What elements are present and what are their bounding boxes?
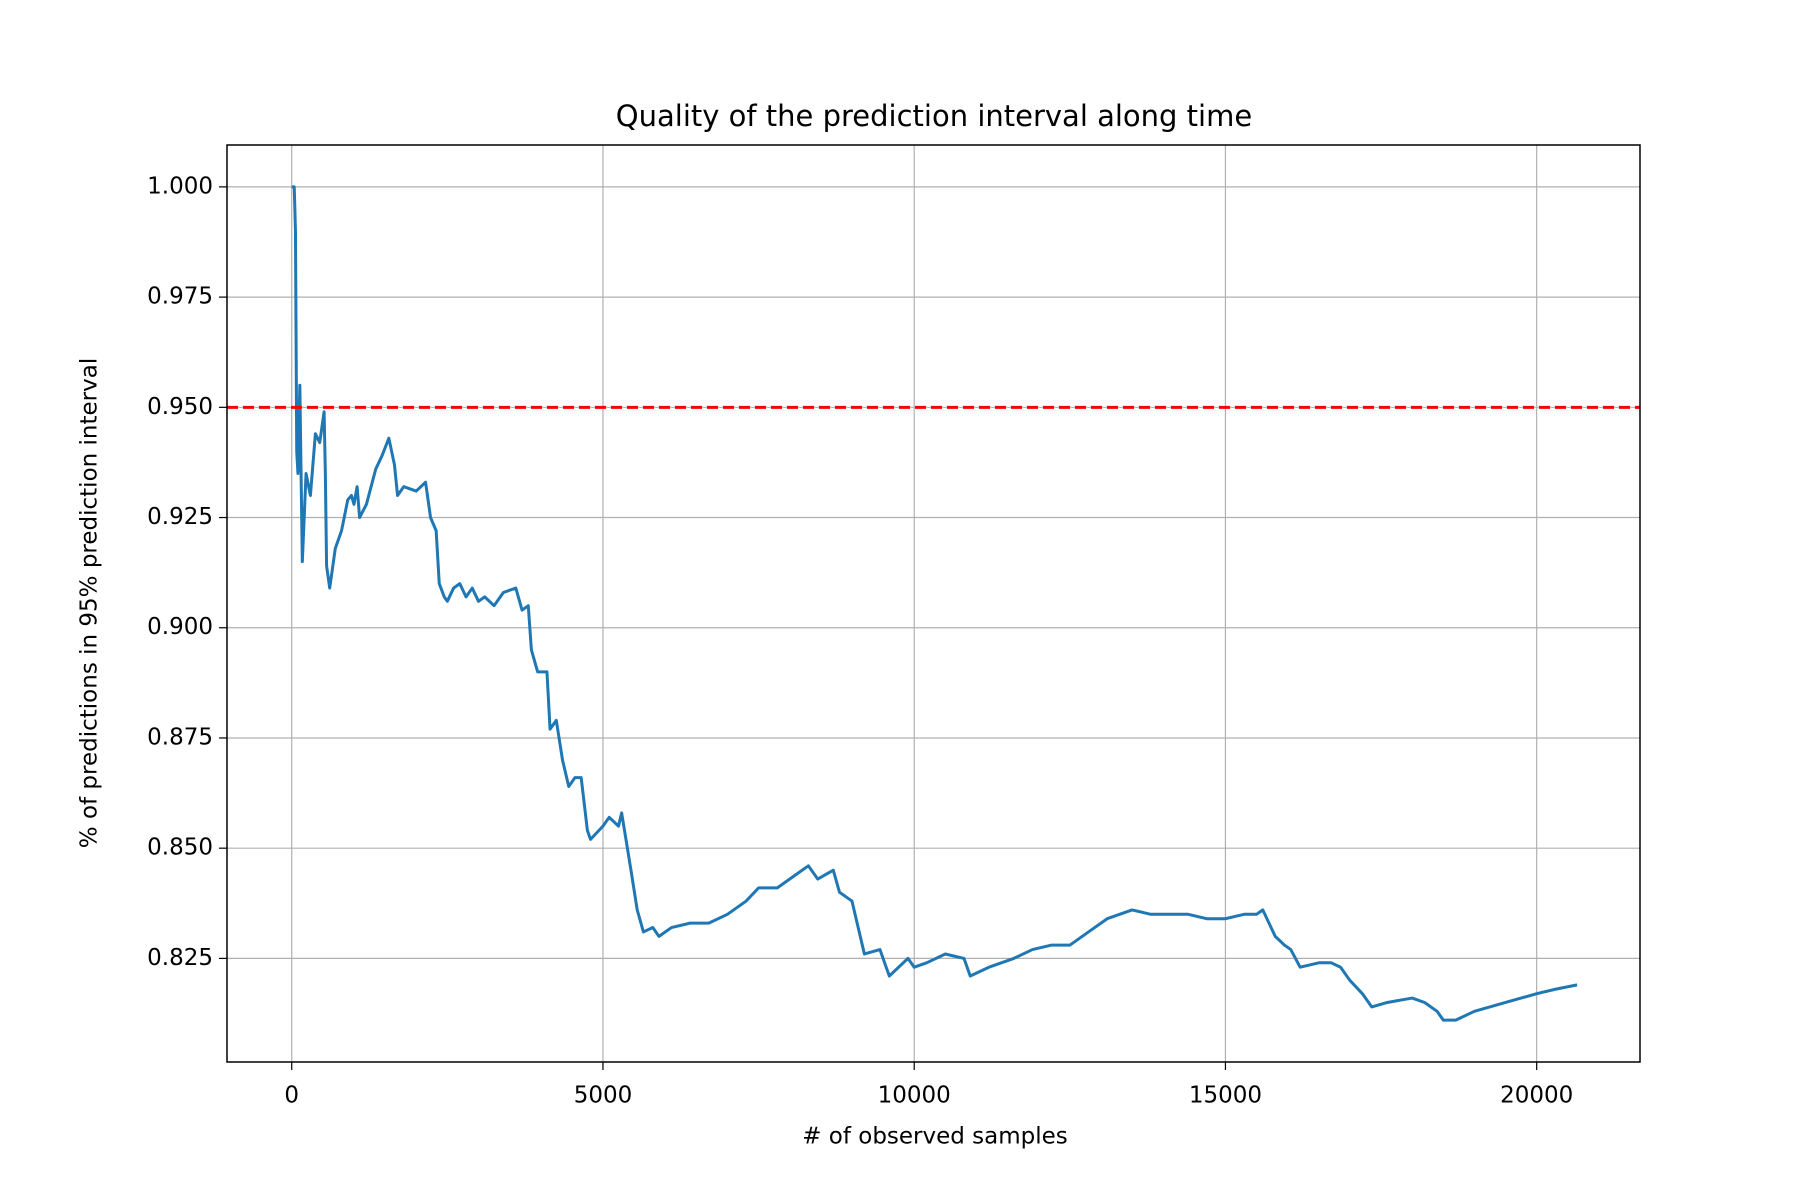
y-tick-label: 0.875 [147,724,213,750]
x-tick-label: 15000 [1189,1083,1262,1109]
x-tick-label: 0 [284,1083,299,1109]
y-tick-label: 0.850 [147,835,213,861]
plot-frame [226,144,1641,1063]
y-axis-label: % of predictions in 95% prediction inter… [77,358,103,848]
x-tick-label: 5000 [574,1083,633,1109]
y-tick-label: 0.950 [147,394,213,420]
data-line [291,185,1578,1022]
chart-title: Quality of the prediction interval along… [616,99,1252,133]
y-tick-label: 1.000 [147,173,213,199]
y-tick-label: 0.825 [147,945,213,971]
x-tick-label: 10000 [878,1083,951,1109]
x-axis-label: # of observed samples [802,1124,1068,1150]
y-tick-label: 0.975 [147,284,213,310]
y-tick-label: 0.900 [147,614,213,640]
x-tick-label: 20000 [1500,1083,1573,1109]
y-tick-label: 0.925 [147,504,213,530]
